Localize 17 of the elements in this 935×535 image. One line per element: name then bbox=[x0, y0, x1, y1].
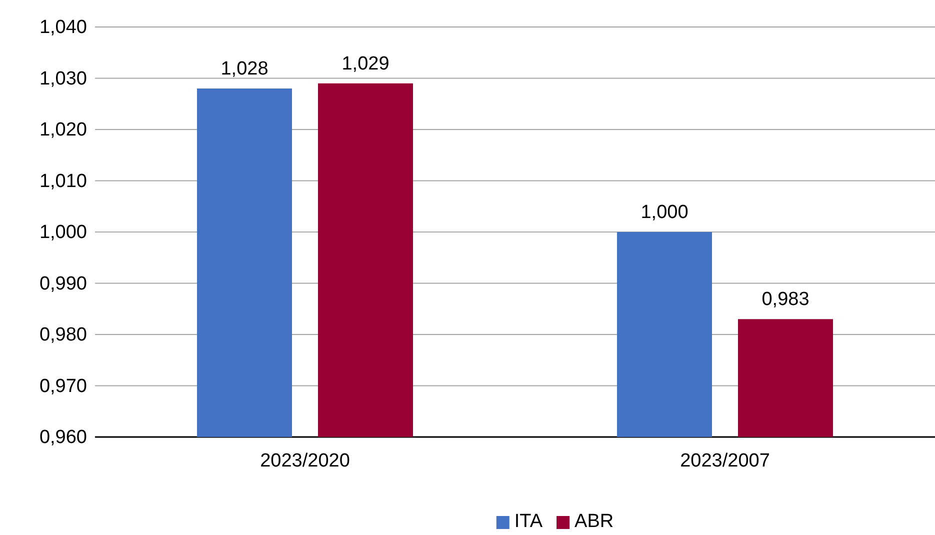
y-tick-label: 0,990 bbox=[39, 273, 87, 294]
y-tick-label: 1,020 bbox=[39, 120, 87, 141]
y-tick-label: 1,000 bbox=[39, 222, 87, 244]
data-label: 1,028 bbox=[220, 58, 268, 80]
x-tick-label: 2023/2020 bbox=[260, 450, 350, 472]
legend-label: ITA bbox=[514, 511, 543, 532]
y-tick-label: 1,040 bbox=[39, 17, 87, 38]
y-tick-label: 1,030 bbox=[39, 68, 87, 90]
data-label: 1,029 bbox=[342, 53, 390, 74]
data-label: 0,983 bbox=[762, 289, 810, 310]
y-tick-label: 0,970 bbox=[39, 376, 87, 397]
y-tick-label: 0,960 bbox=[39, 427, 87, 448]
y-tick-label: 0,980 bbox=[39, 324, 87, 346]
legend-label: ABR bbox=[574, 511, 614, 532]
data-label: 1,000 bbox=[640, 202, 688, 223]
x-tick-label: 2023/2007 bbox=[680, 450, 770, 472]
y-tick-label: 1,010 bbox=[39, 170, 87, 192]
